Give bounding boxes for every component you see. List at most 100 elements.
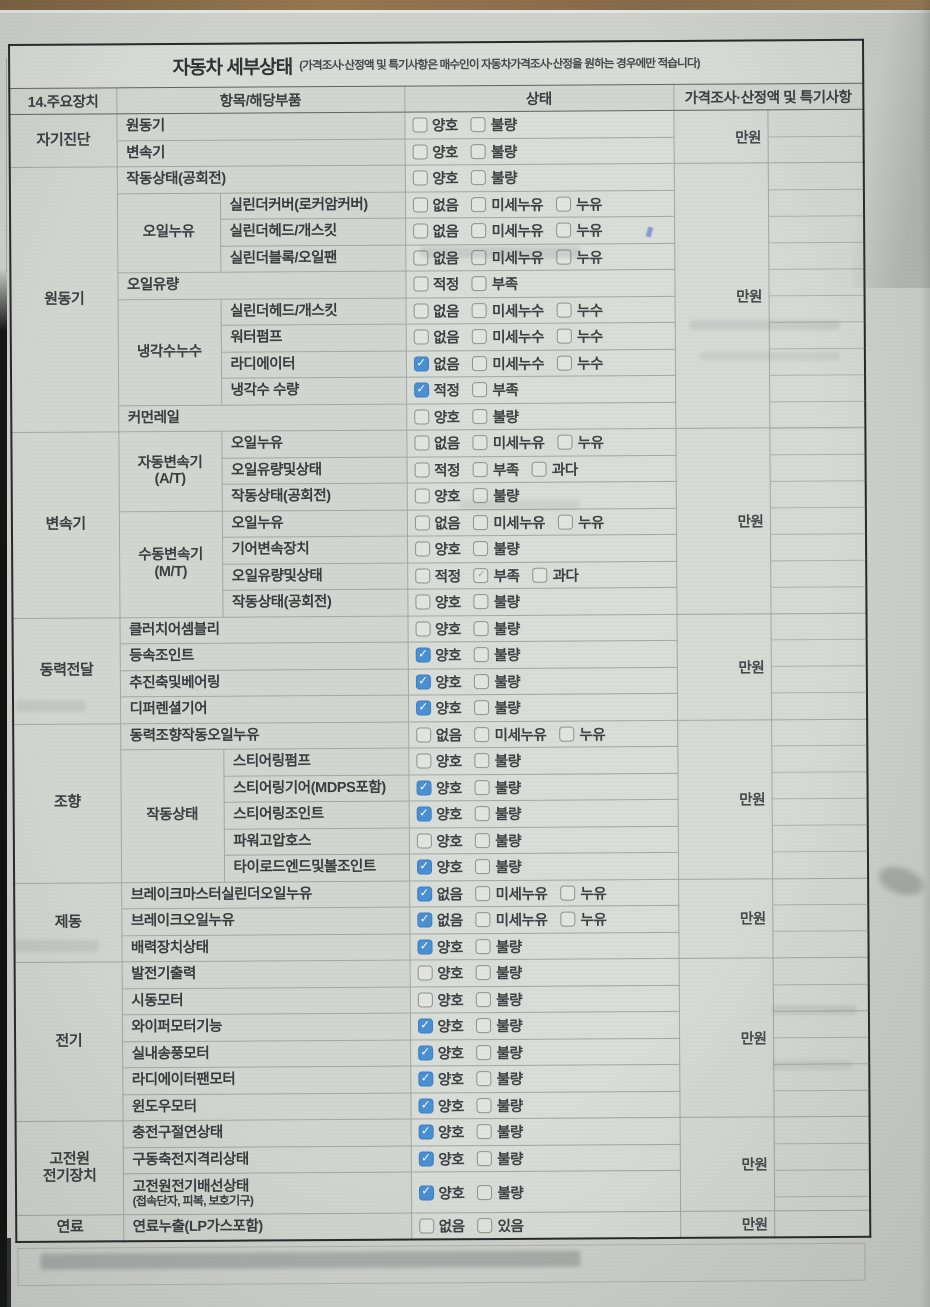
item-label-text: 오일유량및상태 [231, 567, 323, 585]
state-option: ✓ 양호 [417, 1068, 464, 1089]
item-label-text: 작동상태(공회전) [126, 170, 226, 188]
option-label: 불량 [493, 621, 520, 638]
option-label: 미세누수 [492, 329, 545, 347]
option-checkbox: ✓ [418, 1151, 434, 1167]
item-label-text: 브레이크오일누유 [130, 912, 235, 930]
item-label-text: 오일유량및상태 [231, 461, 322, 479]
item-label-text: 실린더커버(로커암커버) [229, 196, 368, 214]
option-checkbox [560, 885, 576, 901]
state-options: ✓ 양호 불량 [411, 1120, 679, 1143]
price-cell: 만원 [673, 109, 768, 164]
state-option: 불량 [472, 406, 519, 427]
check-icon: ✓ [416, 356, 426, 370]
item-label: 등속조인트 [119, 642, 408, 671]
state-options: 없음 미세누유 누유 [405, 193, 673, 216]
option-checkbox: ✓ [418, 1184, 434, 1201]
bleed-streak [772, 1005, 857, 1015]
item-label-text: 등속조인트 [129, 648, 194, 665]
option-checkbox [477, 1184, 493, 1200]
notes-cell [767, 162, 866, 428]
item-label: 파워고압호스 [223, 827, 409, 856]
option-label: 부족 [492, 383, 519, 400]
state-option: 누유 [558, 511, 604, 532]
option-label: 양호 [436, 807, 463, 824]
option-checkbox [471, 302, 488, 318]
state-option: 불량 [475, 856, 521, 877]
state-option: 불량 [476, 1015, 522, 1036]
notes-cell [771, 718, 869, 879]
option-checkbox [476, 1124, 493, 1140]
option-checkbox [472, 382, 488, 398]
option-label: 불량 [494, 780, 521, 797]
option-checkbox [412, 197, 428, 213]
state-option: 있음 [477, 1215, 524, 1236]
state-options: 양호 불량 [408, 617, 676, 640]
price-cell: 만원 [679, 1116, 775, 1212]
option-label: 과다 [552, 568, 579, 585]
option-label: 적정 [434, 568, 461, 586]
item-label: 실린더블록/오일팬 [220, 244, 406, 273]
state-option: 미세누수 [472, 326, 544, 347]
table-row: 조향 동력조향작동오일누유 없음 미세누유 누유 만원 [13, 718, 869, 883]
item-label: 구동축전지격리상태 [122, 1145, 411, 1174]
option-label: 불량 [496, 1072, 523, 1089]
header-price: 가격조사·산정액 및 특기사항 [673, 83, 864, 111]
option-label: 불량 [494, 754, 521, 771]
item-label: 작동상태(공회전) [222, 589, 408, 617]
option-checkbox [414, 462, 430, 478]
check-icon: ✓ [418, 674, 428, 688]
table-row: 제동 브레이크마스터실린더오일누유 ✓ 없음 미세누유 누유 만원 [14, 877, 869, 963]
item-label-text: 동력조향작동오일누유 [129, 727, 260, 744]
state-option: 적정 [414, 565, 461, 586]
option-checkbox [556, 302, 572, 318]
bleed-streak [14, 940, 99, 952]
option-label: 불량 [495, 939, 522, 956]
table-row: 자기진단 원동기 양호 불량 만원 [9, 109, 864, 168]
option-checkbox [474, 753, 490, 769]
option-label: 미세누유 [495, 912, 548, 930]
photo-left-edge-shadow [0, 268, 7, 1307]
option-label: 불량 [495, 860, 522, 877]
option-label: 불량 [496, 992, 523, 1009]
state-options: 적정 부족 과다 [407, 458, 675, 481]
form-title: 자동차 세부상태 [172, 56, 293, 79]
state-option: 양호 [417, 989, 463, 1010]
header-state: 상태 [404, 84, 674, 113]
item-label-text: 스티어링펌프 [232, 753, 311, 770]
state-option: ✓ 없음 [413, 353, 459, 374]
item-label: 라디에이터팬모터 [122, 1066, 411, 1095]
item-label-text: 실린더블록/오일팬 [229, 249, 338, 267]
state-option: 미세누유 [472, 432, 545, 453]
option-label: 없음 [432, 198, 459, 215]
state-option: 양호 [415, 618, 461, 639]
option-checkbox: ✓ [415, 674, 431, 690]
option-checkbox: ✓ [417, 1071, 433, 1087]
option-checkbox [476, 1071, 492, 1087]
item-label: 클러치어셈블리 [119, 615, 408, 644]
option-label: 미세누유 [495, 886, 548, 903]
photo-left-bottom-shadow [0, 1238, 11, 1307]
option-checkbox [412, 223, 428, 239]
option-label: 불량 [493, 595, 520, 612]
photo-right-edge-shade [920, 0, 930, 1307]
state-options: 양호 불량 [405, 113, 673, 136]
state-option: 불량 [475, 936, 522, 957]
item-label: 디퍼렌셜기어 [119, 695, 409, 724]
option-label: 양호 [435, 621, 462, 639]
item-label: 실린더커버(로커암커버) [219, 191, 406, 220]
state-option: 누유 [556, 193, 602, 214]
option-label: 적정 [432, 277, 459, 294]
section-label: 원동기 [9, 166, 119, 433]
option-checkbox: ✓ [415, 700, 431, 716]
option-label: 양호 [438, 1125, 465, 1142]
section-label: 자기진단 [9, 113, 117, 168]
state-options: 없음 미세누수 누수 [406, 299, 674, 322]
item-label-text: 라디에이터 [230, 355, 296, 373]
item-label: 오일누유 [221, 430, 407, 458]
option-label: 없음 [436, 913, 463, 930]
option-label: 부족 [493, 568, 520, 585]
item-label-text: 실린더헤드/개스킷 [229, 223, 337, 240]
state-option: ✓ 양호 [418, 1121, 464, 1142]
option-label: 부족 [492, 462, 519, 479]
